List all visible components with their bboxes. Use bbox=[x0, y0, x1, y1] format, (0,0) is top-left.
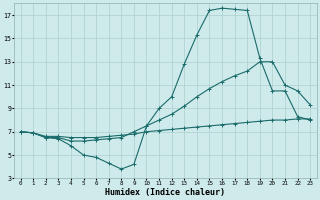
X-axis label: Humidex (Indice chaleur): Humidex (Indice chaleur) bbox=[105, 188, 225, 197]
